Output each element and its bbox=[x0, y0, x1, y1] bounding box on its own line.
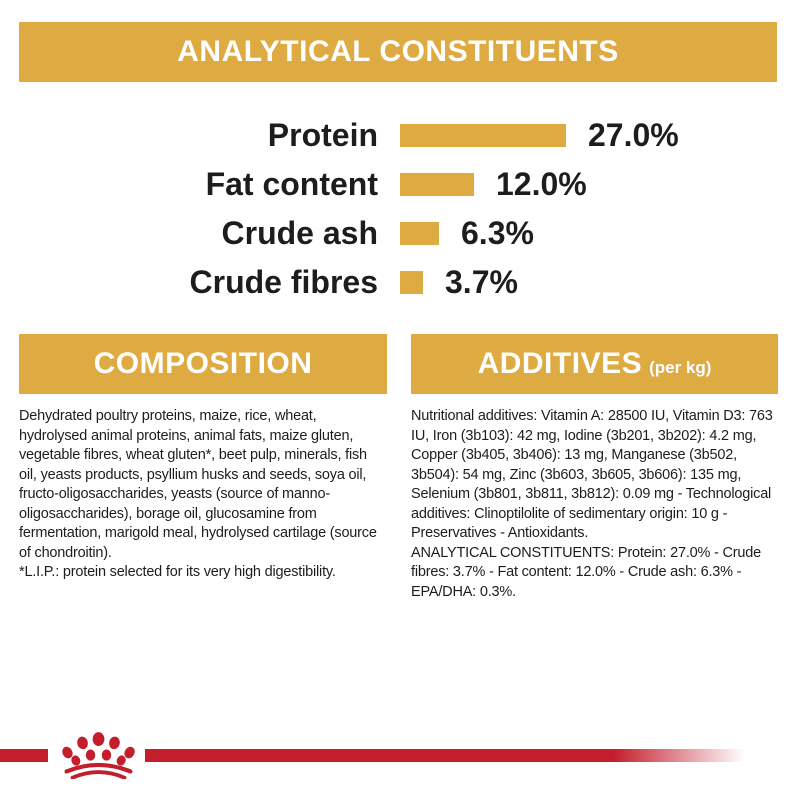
chart-label-protein: Protein bbox=[267, 117, 378, 153]
chart-value-protein: 27.0% bbox=[588, 117, 679, 153]
composition-body: Dehydrated poultry proteins, maize, rice… bbox=[19, 408, 377, 561]
additives-body: Nutritional additives: Vitamin A: 28500 … bbox=[411, 408, 773, 541]
additives-analytical-summary: ANALYTICAL CONSTITUENTS: Protein: 27.0% … bbox=[411, 544, 761, 600]
chart-bar-fat-content bbox=[400, 173, 474, 196]
composition-column: COMPOSITION Dehydrated poultry proteins,… bbox=[19, 334, 387, 602]
chart-value-crude-fibres: 3.7% bbox=[445, 264, 518, 300]
footer-band-right bbox=[145, 749, 745, 762]
chart-label-crude-fibres: Crude fibres bbox=[189, 264, 378, 300]
composition-heading: COMPOSITION bbox=[93, 347, 313, 380]
chart-row-protein: Protein 27.0% bbox=[0, 111, 800, 160]
royal-canin-crown-logo bbox=[62, 732, 135, 779]
composition-banner: COMPOSITION bbox=[19, 334, 387, 394]
chart-bar-protein bbox=[400, 124, 566, 147]
analytical-constituents-title: ANALYTICAL CONSTITUENTS bbox=[177, 35, 619, 68]
chart-bar-crude-ash bbox=[400, 222, 439, 245]
additives-banner: ADDITIVES (per kg) bbox=[411, 334, 778, 394]
analytical-constituents-chart: Protein 27.0% Fat content 12.0% Crude as… bbox=[0, 111, 800, 307]
chart-label-crude-ash: Crude ash bbox=[221, 215, 378, 251]
composition-note: *L.I.P.: protein selected for its very h… bbox=[19, 564, 336, 580]
additives-heading-suffix: (per kg) bbox=[649, 358, 712, 377]
chart-bar-crude-fibres bbox=[400, 271, 423, 294]
chart-value-fat-content: 12.0% bbox=[496, 166, 587, 202]
chart-value-crude-ash: 6.3% bbox=[461, 215, 534, 251]
additives-column: ADDITIVES (per kg) Nutritional additives… bbox=[411, 334, 778, 602]
chart-label-fat-content: Fat content bbox=[205, 166, 378, 202]
footer-band-left bbox=[0, 749, 48, 762]
info-columns: COMPOSITION Dehydrated poultry proteins,… bbox=[19, 334, 778, 602]
analytical-constituents-banner: ANALYTICAL CONSTITUENTS bbox=[19, 22, 777, 82]
chart-row-crude-ash: Crude ash 6.3% bbox=[0, 209, 800, 258]
additives-heading: ADDITIVES bbox=[477, 347, 643, 380]
chart-row-crude-fibres: Crude fibres 3.7% bbox=[0, 258, 800, 307]
chart-row-fat-content: Fat content 12.0% bbox=[0, 160, 800, 209]
